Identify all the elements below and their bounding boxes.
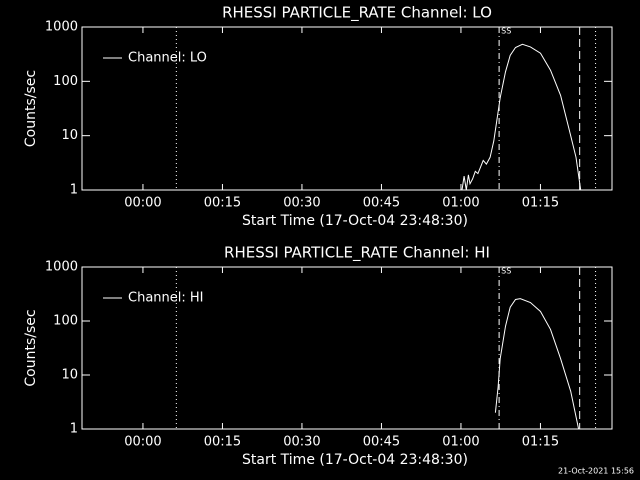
- data-line: [461, 43, 582, 191]
- data-line: [494, 298, 580, 430]
- y-tick-label: 10: [61, 368, 78, 383]
- x-tick-label: 00:00: [124, 196, 161, 211]
- x-axis-label: Start Time (17-Oct-04 23:48:30): [242, 213, 468, 229]
- plot-frame: [81, 26, 613, 191]
- y-tick-label: 1000: [45, 260, 78, 275]
- legend-label: Channel: LO: [128, 51, 207, 66]
- y-tick-label: 1: [70, 183, 78, 198]
- x-tick-label: 01:15: [522, 435, 559, 450]
- chart-title: RHESSI PARTICLE_RATE Channel: HI: [224, 244, 490, 263]
- x-tick-label: 01:00: [442, 435, 479, 450]
- x-tick-label: 00:30: [283, 196, 320, 211]
- x-axis-label: Start Time (17-Oct-04 23:48:30): [242, 452, 468, 468]
- x-tick-label: 00:00: [124, 435, 161, 450]
- legend-label: Channel: HI: [128, 291, 204, 306]
- y-axis-label: Counts/sec: [23, 70, 39, 147]
- x-tick-label: 00:45: [363, 196, 400, 211]
- y-tick-label: 10: [61, 128, 78, 143]
- x-tick-label: 01:15: [522, 196, 559, 211]
- chart-title: RHESSI PARTICLE_RATE Channel: LO: [222, 4, 492, 23]
- y-tick-label: 100: [53, 74, 78, 89]
- x-tick-label: 00:45: [363, 435, 400, 450]
- y-axis-label: Counts/sec: [23, 309, 39, 386]
- annotation: SS: [501, 27, 511, 36]
- y-tick-label: 1000: [45, 20, 78, 35]
- y-tick-label: 100: [53, 314, 78, 329]
- x-tick-label: 00:15: [204, 435, 241, 450]
- x-tick-label: 00:15: [204, 196, 241, 211]
- footer: 21-Oct-2021 15:56: [558, 467, 634, 476]
- y-tick-label: 1: [70, 422, 78, 437]
- x-tick-label: 01:00: [442, 196, 479, 211]
- annotation: SS: [501, 267, 511, 276]
- x-tick-label: 00:30: [283, 435, 320, 450]
- plot-frame: [81, 266, 613, 430]
